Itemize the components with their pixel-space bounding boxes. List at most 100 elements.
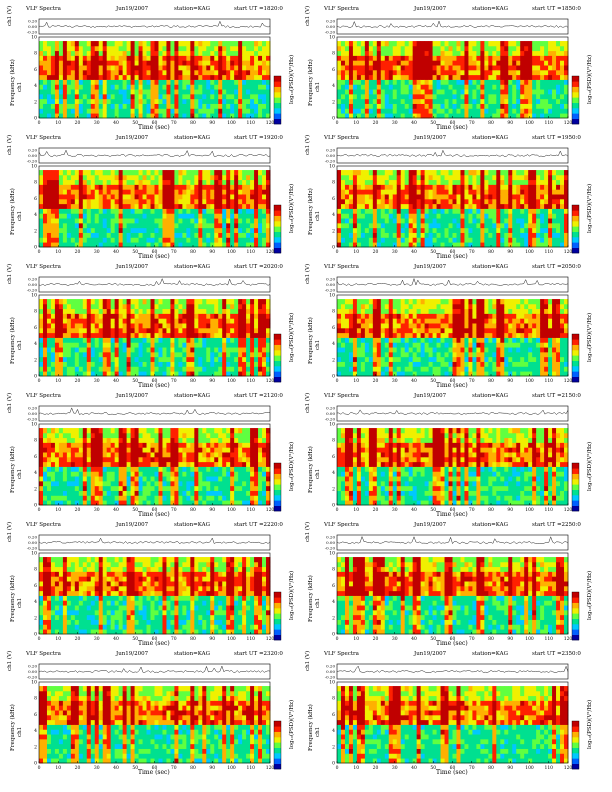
spectrogram-cell — [126, 98, 131, 104]
spectrogram-cell — [114, 98, 120, 104]
spectrogram-cell — [464, 189, 469, 195]
spectrogram-cell — [484, 237, 489, 243]
spectrogram-cell — [384, 184, 390, 190]
spectrogram-cell — [50, 113, 56, 119]
spectrogram-cell — [238, 170, 243, 176]
spectrogram-cell — [146, 79, 151, 85]
spectrogram-cell — [222, 208, 227, 214]
colorbar-swatch — [274, 237, 281, 243]
spectrogram-cell — [226, 351, 231, 358]
spectrogram-cell — [46, 218, 52, 224]
spectrogram-cell — [182, 303, 187, 310]
spectrogram-cell — [206, 69, 211, 76]
spectrogram-cell — [158, 313, 163, 319]
spectrogram-cell — [162, 208, 167, 214]
spectrogram-cell — [340, 41, 346, 47]
spectrogram-cell — [58, 50, 64, 56]
spectrogram-cell — [452, 89, 457, 95]
spectrogram-cell — [206, 41, 211, 47]
spectrogram-cell — [246, 303, 251, 310]
spectrogram-cell — [452, 41, 457, 47]
spectrogram-cell — [118, 222, 124, 229]
spectrogram-cell — [544, 65, 549, 71]
spectrogram-cell — [150, 318, 155, 324]
spectrogram-cell — [360, 227, 366, 233]
spectrogram-cell — [86, 242, 92, 248]
spectrogram-cell — [504, 174, 509, 181]
spectrogram-cell — [230, 213, 235, 219]
spectrogram-cell — [90, 69, 96, 76]
spectrogram-cell — [58, 218, 64, 224]
spectrogram-cell — [344, 299, 350, 305]
spectrogram-cell — [134, 60, 139, 66]
spectrogram-cell — [110, 242, 116, 248]
spectrogram-cell — [254, 65, 259, 71]
spectrogram-cell — [214, 213, 219, 219]
spectrogram-cell — [352, 98, 358, 104]
spectrogram-cell — [368, 242, 374, 248]
spectrogram-cell — [480, 189, 485, 195]
spectrogram-cell — [500, 65, 505, 71]
spectrogram-cell — [556, 84, 561, 90]
spectrogram-cell — [460, 227, 465, 233]
spectrogram-cell — [166, 318, 171, 324]
spectrogram-cell — [70, 60, 76, 66]
spectrogram-cell — [186, 218, 191, 224]
spectrogram-cell — [94, 45, 100, 52]
spectrogram-cell — [86, 342, 92, 348]
spectrogram-cell — [190, 55, 195, 61]
spectrogram-cell — [210, 65, 215, 71]
spectrogram-cell — [110, 55, 116, 61]
spectrogram-cell — [428, 198, 433, 205]
spectrogram-cell — [392, 41, 398, 47]
spectrogram-cell — [472, 237, 477, 243]
spectrogram-cell — [242, 89, 247, 95]
spectrogram-cell — [214, 60, 219, 66]
spectrogram-cell — [340, 308, 346, 314]
spectrogram-cell — [484, 55, 489, 61]
spectrogram-cell — [368, 74, 374, 80]
spectrogram-cell — [408, 194, 414, 200]
spectrogram-cell — [234, 98, 239, 104]
spectrogram-cell — [484, 79, 489, 85]
spectrogram-cell — [122, 198, 128, 205]
spectrogram-cell — [178, 313, 183, 319]
spectrogram-cell — [376, 198, 382, 205]
spectrogram-cell — [186, 103, 191, 109]
spectrogram-cell — [444, 179, 449, 185]
spectrogram-cell — [344, 179, 350, 185]
freq-tick-label: 0 — [332, 116, 335, 122]
spectrogram-cell — [114, 222, 120, 229]
spectrogram-cell — [460, 45, 465, 52]
spectrogram-cell — [552, 108, 557, 114]
spectrogram-cell — [162, 194, 167, 200]
spectrogram-cell — [122, 60, 128, 66]
spectrogram-cell — [58, 213, 64, 219]
spectrogram-cell — [488, 65, 493, 71]
spectrogram-cell — [560, 179, 565, 185]
spectrogram-cell — [246, 237, 251, 243]
spectrogram-cell — [528, 84, 533, 90]
spectrogram-cell — [138, 332, 143, 338]
spectrogram-cell — [50, 203, 56, 209]
spectrogram-cell — [368, 203, 374, 209]
spectrogram-cell — [560, 213, 565, 219]
spectrogram-cell — [468, 203, 473, 209]
spectrogram-cell — [198, 213, 203, 219]
spectrogram-cell — [102, 203, 108, 209]
spectrogram-cell — [154, 222, 159, 229]
spectrogram-cell — [194, 84, 199, 90]
spectrogram-cell — [352, 69, 358, 76]
spectrogram-cell — [528, 170, 533, 176]
spectrogram-cell — [214, 371, 219, 377]
spectrogram-cell — [460, 60, 465, 66]
spectrogram-cell — [234, 347, 239, 353]
spectrogram-cell — [242, 351, 247, 358]
spectrogram-cell — [352, 218, 358, 224]
spectrogram-cell — [46, 299, 52, 305]
spectrogram-cell — [66, 222, 72, 229]
spectrogram-cell — [344, 337, 350, 343]
spectrogram-cell — [464, 194, 469, 200]
spectrogram-cell — [182, 356, 187, 362]
spectrogram-cell — [384, 198, 390, 205]
